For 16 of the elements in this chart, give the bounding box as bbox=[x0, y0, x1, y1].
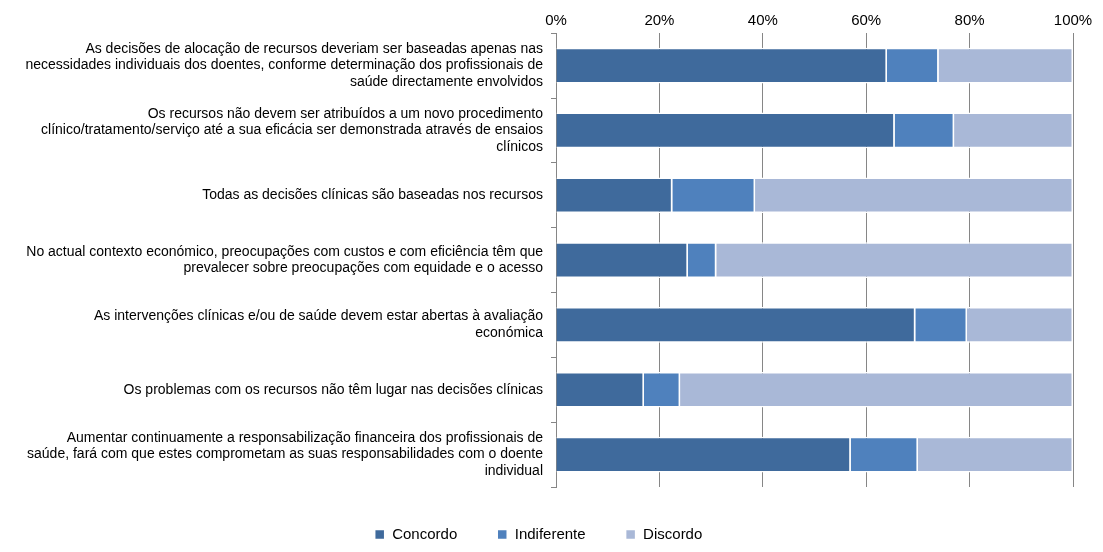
x-tick-label: 80% bbox=[954, 11, 985, 29]
legend-label: Concordo bbox=[392, 524, 458, 542]
y-tick-label: As decisões de alocação de recursos deveriam ser baseadas apenas nas necessidades individuais dos doentes, conforme determinação dos profissionais de saúde directamente envolvidos bbox=[25, 39, 544, 90]
y-tick-label: As intervenções clínicas e/ou de saúde devem estar abertas à avaliação económica bbox=[93, 307, 544, 341]
y-tick-label: Todas as decisões clínicas são baseadas nos recursos bbox=[202, 186, 543, 203]
y-tick-label: Os problemas com os recursos não têm lugar nas decisões clínicas bbox=[123, 380, 543, 397]
x-tick-label: 0% bbox=[545, 11, 567, 29]
y-tick-label: No actual contexto económico, preocupações com custos e com eficiência têm que prevalecer sobre preocupações com equidade e o acesso bbox=[26, 242, 544, 276]
legend-label: Discordo bbox=[643, 524, 703, 542]
x-tick-label: 60% bbox=[851, 11, 882, 29]
legend-label: Indiferente bbox=[514, 524, 586, 542]
y-tick-label: Aumentar continuamente a responsabilização financeira dos profissionais de saúde, fará com que estes comprometam as suas responsabilidades com o doente individual bbox=[27, 428, 544, 479]
x-tick-label: 20% bbox=[644, 11, 675, 29]
y-tick-label: Os recursos não devem ser atribuídos a um novo procedimento clínico/tratamento/serviço até a sua eficácia ser demonstrada através de ensaios clínicos bbox=[41, 104, 544, 155]
x-tick-label: 40% bbox=[747, 11, 778, 29]
x-tick-label: 100% bbox=[1053, 11, 1093, 29]
